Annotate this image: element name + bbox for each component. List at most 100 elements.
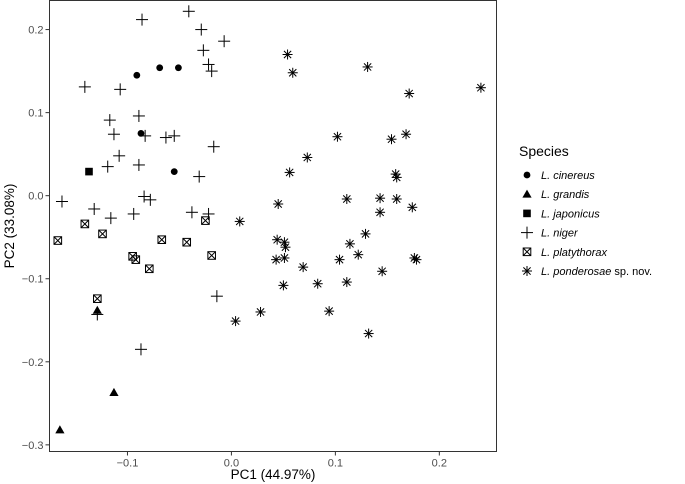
point-asterisk [341,277,352,288]
y-tick-label: −0.1 [22,274,44,286]
point-asterisk [282,49,293,60]
legend-key-triangle [522,189,532,198]
point-boxcross [182,237,192,247]
point-asterisk [324,306,335,317]
point-plus [144,193,157,206]
point-asterisk [386,134,397,145]
legend-key-boxcross [522,247,532,257]
point-boxcross [53,236,63,245]
point-plus [202,58,215,71]
point-plus [78,80,91,93]
point-asterisk [302,152,313,163]
x-axis: −0.1 0.0 0.1 0.2 [117,451,447,470]
point-asterisk [475,82,486,93]
point-triangle [109,387,119,396]
point-plus [101,160,114,173]
point-plus [132,158,145,171]
point-asterisk [234,216,245,227]
y-tick-label: 0.0 [28,191,43,203]
point-plus [104,212,117,225]
point-plus [88,202,101,215]
point-boxcross [207,251,216,260]
point-plus [103,114,116,127]
x-tick-label: 0.0 [224,458,239,470]
point-plus [195,23,208,36]
point-plus [134,343,147,356]
point-plus [55,195,68,208]
point-plus [182,5,195,18]
point-square [85,167,93,176]
legend-key-square [523,209,531,218]
point-circle [175,64,182,72]
legend-key-circle [523,171,531,179]
point-plus [210,290,223,303]
point-asterisk [375,207,386,218]
point-asterisk [391,194,402,205]
point-plus [168,129,181,142]
point-asterisk [401,129,412,140]
y-tick-label: 0.1 [28,108,43,120]
y-axis-title: PC2 (33.08%) [2,184,17,269]
point-plus [205,65,218,78]
point-asterisk [298,262,309,273]
point-plus [139,129,152,142]
y-tick-label: −0.2 [22,357,44,369]
point-triangle [55,425,65,434]
point-plus [193,170,206,183]
point-asterisk [375,193,386,204]
legend-label: L. japonicus [541,208,600,220]
point-plus [136,13,149,26]
y-axis: 0.2 0.1 0.0 −0.1 −0.2 −0.3 [22,25,50,452]
point-asterisk [334,254,345,265]
x-axis-title: PC1 (44.97%) [231,467,316,482]
point-asterisk [271,254,282,265]
y-tick-label: 0.2 [28,25,43,37]
point-asterisk [255,306,266,317]
point-plus [114,83,127,96]
legend-item: L. cinereus [523,170,595,182]
legend-item: L. platythorax [522,247,608,259]
plot-panel-border [49,0,497,452]
point-asterisk [411,254,422,265]
point-plus [132,109,145,122]
point-asterisk [312,278,323,289]
x-tick-label: 0.1 [328,458,343,470]
legend-item: L. niger [521,226,579,240]
point-boxcross [98,229,107,239]
data-points [53,5,486,434]
legend-label: L. platythorax [541,247,608,259]
point-circle [133,71,141,79]
point-plus [107,128,120,141]
point-asterisk [404,88,415,99]
legend-label: L. grandis [541,189,590,201]
point-asterisk [341,194,352,205]
legend-item: L. japonicus [523,208,600,220]
point-asterisk [272,234,283,245]
legend-label: L. cinereus [541,170,595,182]
point-boxcross [157,235,167,245]
legend-label: L. niger [541,228,579,240]
point-plus [197,44,210,57]
legend-key-plus [521,226,533,239]
point-circle [170,168,178,175]
point-asterisk [287,67,298,78]
point-asterisk [279,252,290,263]
point-asterisk [230,316,241,327]
point-plus [207,140,220,153]
point-asterisk [280,242,291,253]
point-asterisk [363,328,374,339]
point-plus [138,190,151,203]
legend: L. cinereus L. grandis L. japonicus L. nige… [521,170,652,278]
x-tick-label: 0.2 [432,458,447,470]
point-asterisk [278,280,289,291]
point-boxcross [93,294,102,303]
point-plus [91,308,104,321]
x-tick-label: −0.1 [117,458,139,470]
point-plus [159,131,172,144]
legend-item: L. grandis [522,189,590,201]
point-boxcross [144,264,154,274]
y-tick-label: −0.3 [22,440,44,452]
point-asterisk [377,266,388,277]
legend-title: Species [519,143,569,159]
